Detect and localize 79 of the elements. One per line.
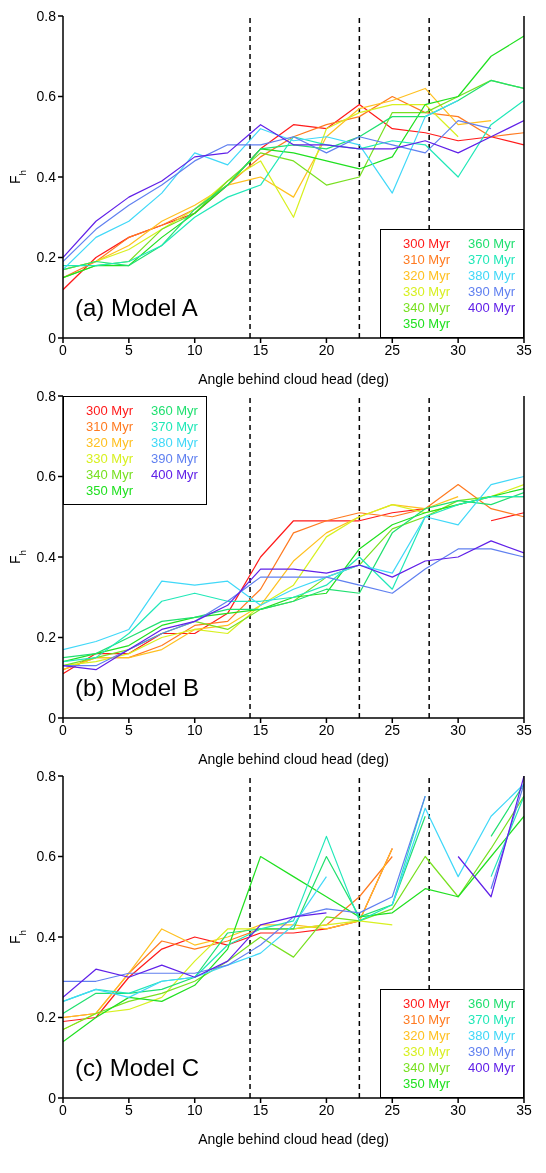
y-tick-label: 0.8 <box>36 767 57 784</box>
text: 370 Myr <box>150 419 198 434</box>
y-tick-label: 0 <box>48 1089 57 1106</box>
x-axis-title: Angle behind cloud head (deg) <box>198 371 389 387</box>
text: 340 Myr <box>86 467 133 482</box>
x-tick-label: 0 <box>59 341 68 358</box>
y-tick-label: 0.2 <box>36 249 57 266</box>
x-tick-label: 35 <box>516 1101 532 1118</box>
text: 340 Myr <box>403 300 451 315</box>
annotation: (b) Model B <box>75 674 200 702</box>
y-tick-label: 0.8 <box>36 7 57 24</box>
y-tick-label: 0.8 <box>36 387 57 404</box>
text: 310 Myr <box>403 252 451 267</box>
text: 300 Myr <box>86 403 133 418</box>
text: 300 Myr <box>403 996 451 1011</box>
text: 360 Myr <box>468 996 515 1011</box>
text: 310 Myr <box>86 419 133 434</box>
text: 380 Myr <box>150 435 198 450</box>
x-tick-label: 20 <box>318 1101 335 1118</box>
y-tick-label: 0.4 <box>36 168 57 185</box>
x-axis-title: Angle behind cloud head (deg) <box>198 751 389 767</box>
text: 400 Myr <box>468 300 515 315</box>
y-tick-label: 0 <box>48 329 57 346</box>
x-tick-label: 30 <box>450 1101 467 1118</box>
text: 400 Myr <box>150 467 198 482</box>
y-tick-label: 0.2 <box>36 1009 57 1026</box>
x-tick-label: 35 <box>516 341 532 358</box>
text: 370 Myr <box>468 252 515 267</box>
y-tick-label: 0.6 <box>36 468 57 485</box>
text: 400 Myr <box>468 1060 515 1075</box>
text: 390 Myr <box>468 1044 515 1059</box>
x-tick-label: 25 <box>384 721 401 738</box>
text: 320 Myr <box>403 1028 451 1043</box>
x-tick-label: 10 <box>186 721 203 738</box>
y-tick-label: 0.6 <box>36 88 57 105</box>
x-tick-label: 15 <box>252 721 269 738</box>
text: 310 Myr <box>403 1012 451 1027</box>
text: 380 Myr <box>468 1028 515 1043</box>
text: 390 Myr <box>468 284 515 299</box>
x-tick-label: 15 <box>252 341 269 358</box>
text: 360 Myr <box>150 403 198 418</box>
x-tick-label: 25 <box>384 341 401 358</box>
x-tick-label: 5 <box>124 1101 133 1118</box>
x-tick-label: 0 <box>59 1101 68 1118</box>
x-tick-label: 10 <box>186 1101 203 1118</box>
x-tick-label: 5 <box>124 341 133 358</box>
x-tick-label: 30 <box>450 721 467 738</box>
x-tick-label: 10 <box>186 341 203 358</box>
x-axis-title: Angle behind cloud head (deg) <box>198 1131 389 1147</box>
x-tick-label: 20 <box>318 721 335 738</box>
annotation: (a) Model A <box>75 294 198 322</box>
y-tick-label: 0.6 <box>36 848 57 865</box>
y-tick-label: 0 <box>48 709 57 726</box>
x-tick-label: 35 <box>516 721 532 738</box>
text: 320 Myr <box>86 435 133 450</box>
text: 360 Myr <box>468 236 515 251</box>
x-tick-label: 15 <box>252 1101 269 1118</box>
x-tick-label: 20 <box>318 341 335 358</box>
x-tick-label: 5 <box>124 721 133 738</box>
y-tick-label: 0.4 <box>36 548 57 565</box>
text: 350 Myr <box>403 316 451 331</box>
text: 390 Myr <box>150 451 198 466</box>
line-series <box>63 496 459 671</box>
text: 370 Myr <box>468 1012 515 1027</box>
text: 330 Myr <box>86 451 133 466</box>
text: 320 Myr <box>403 268 451 283</box>
x-tick-label: 0 <box>59 721 68 738</box>
text: 330 Myr <box>403 1044 451 1059</box>
x-tick-label: 30 <box>450 341 467 358</box>
x-tick-label: 25 <box>384 1101 401 1118</box>
annotation: (c) Model C <box>75 1054 200 1082</box>
y-tick-label: 0.2 <box>36 629 57 646</box>
text: 330 Myr <box>403 284 451 299</box>
text: 350 Myr <box>86 483 133 498</box>
y-tick-label: 0.4 <box>36 928 57 945</box>
text: 350 Myr <box>403 1076 451 1091</box>
text: 340 Myr <box>403 1060 451 1075</box>
text: 300 Myr <box>403 236 451 251</box>
text: 380 Myr <box>468 268 515 283</box>
